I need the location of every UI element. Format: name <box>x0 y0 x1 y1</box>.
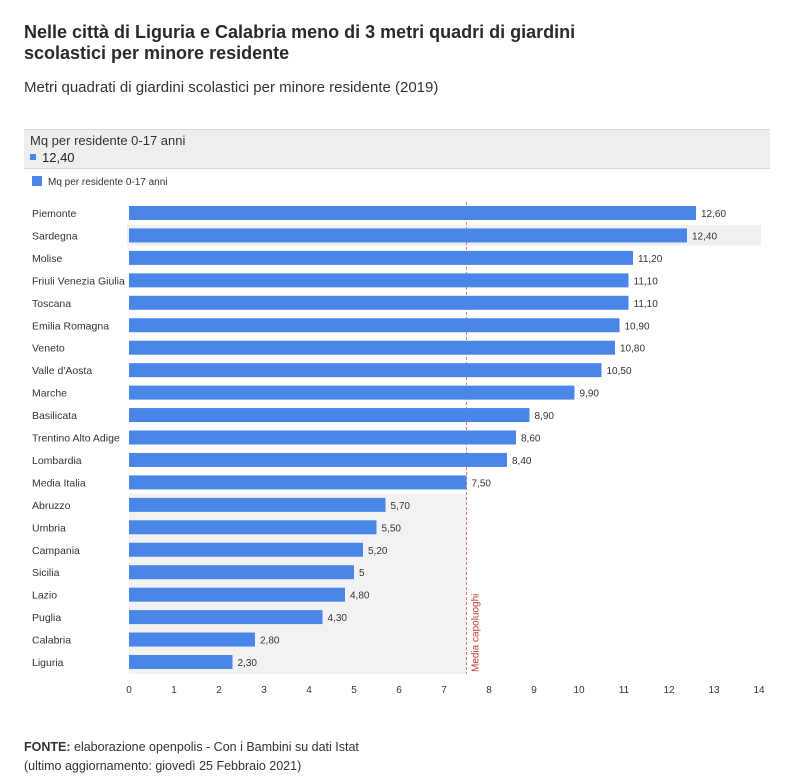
bar <box>129 273 629 288</box>
bar <box>129 632 255 647</box>
x-tick-label: 2 <box>216 685 222 696</box>
category-label: Lazio <box>32 590 57 602</box>
x-tick-label: 9 <box>531 685 537 696</box>
bar <box>129 565 354 580</box>
category-label: Molise <box>32 253 63 265</box>
hover-tooltip: Mq per residente 0-17 anni 12,40 <box>24 129 770 169</box>
x-tick-label: 11 <box>619 685 630 696</box>
category-label: Campania <box>32 545 80 557</box>
bar-value-label: 7,50 <box>472 478 492 489</box>
bar <box>129 610 323 625</box>
bar <box>129 430 516 445</box>
bar-value-label: 12,40 <box>692 231 717 242</box>
x-tick-label: 1 <box>171 685 177 696</box>
bar <box>129 655 233 669</box>
category-label: Toscana <box>32 298 71 310</box>
bar-value-label: 11,10 <box>634 299 659 310</box>
bar-value-label: 8,60 <box>521 434 541 445</box>
x-tick-label: 0 <box>126 685 132 696</box>
bar-value-label: 9,90 <box>580 389 600 400</box>
source-updated: (ultimo aggiornamento: giovedì 25 Febbra… <box>24 759 302 773</box>
category-label: Trentino Alto Adige <box>32 433 120 445</box>
reference-line-label: Media capoluoghi <box>471 594 482 672</box>
bar <box>129 408 530 423</box>
category-label: Valle d'Aosta <box>32 365 92 377</box>
category-label: Liguria <box>32 657 64 669</box>
category-label: Sicilia <box>32 567 60 579</box>
category-label: Media Italia <box>32 477 86 489</box>
category-label: Emilia Romagna <box>32 320 109 332</box>
category-label: Piemonte <box>32 208 77 220</box>
bar <box>129 520 377 535</box>
x-tick-label: 12 <box>663 685 675 696</box>
category-label: Veneto <box>32 343 65 355</box>
x-tick-label: 8 <box>486 685 492 696</box>
legend-label: Mq per residente 0-17 anni <box>48 177 168 188</box>
bar <box>129 340 615 355</box>
bar <box>129 318 620 333</box>
bar-value-label: 10,50 <box>607 366 632 377</box>
bar <box>129 542 363 557</box>
category-label: Calabria <box>32 635 71 647</box>
chart-subtitle: Metri quadrati di giardini scolastici pe… <box>24 79 439 96</box>
bar <box>129 385 575 400</box>
category-label: Abruzzo <box>32 500 71 512</box>
tooltip-series-label: Mq per residente 0-17 anni <box>30 133 186 148</box>
chart-legend[interactable]: Mq per residente 0-17 anni <box>32 176 168 188</box>
tooltip-series-marker <box>30 154 36 160</box>
bar-value-label: 11,20 <box>638 254 663 265</box>
bar <box>129 497 386 512</box>
bar <box>129 206 696 220</box>
bar <box>129 587 345 602</box>
bar-value-label: 12,60 <box>701 209 726 220</box>
bar <box>129 363 602 378</box>
x-tick-label: 14 <box>753 685 765 696</box>
x-tick-label: 5 <box>351 685 357 696</box>
category-label: Puglia <box>32 612 61 624</box>
x-tick-label: 13 <box>708 685 720 696</box>
chart-title: Nelle città di Liguria e Calabria meno d… <box>24 22 576 63</box>
x-tick-label: 7 <box>441 685 447 696</box>
category-label: Marche <box>32 388 67 400</box>
category-label: Friuli Venezia Giulia <box>32 275 125 287</box>
x-tick-label: 3 <box>261 685 267 696</box>
bar <box>129 475 467 490</box>
category-label: Sardegna <box>32 230 78 242</box>
bar-value-label: 5,50 <box>382 523 402 534</box>
bar-value-label: 5 <box>359 568 365 579</box>
x-tick-label: 10 <box>573 685 585 696</box>
bar-value-label: 4,80 <box>350 591 370 602</box>
legend-swatch <box>32 176 42 186</box>
bar-value-label: 4,30 <box>328 613 348 624</box>
source-prefix: FONTE: <box>24 740 71 754</box>
source-note: FONTE: elaborazione openpolis - Con i Ba… <box>24 738 359 776</box>
bar-value-label: 5,70 <box>391 501 411 512</box>
bar-value-label: 2,80 <box>260 636 280 647</box>
bar-value-label: 8,90 <box>535 411 555 422</box>
bar-value-label: 2,30 <box>238 658 258 669</box>
bar <box>129 295 629 310</box>
source-text: elaborazione openpolis - Con i Bambini s… <box>70 740 359 754</box>
bar-value-label: 10,90 <box>625 321 650 332</box>
bar-value-label: 5,20 <box>368 546 388 557</box>
bar <box>129 250 633 265</box>
bar-value-label: 11,10 <box>634 276 659 287</box>
category-label: Basilicata <box>32 410 77 422</box>
x-tick-label: 4 <box>306 685 312 696</box>
category-label: Lombardia <box>32 455 82 467</box>
bar <box>129 452 507 467</box>
bar-value-label: 10,80 <box>620 344 645 355</box>
bar <box>129 228 687 243</box>
tooltip-value: 12,40 <box>42 150 75 165</box>
bar-value-label: 8,40 <box>512 456 532 467</box>
x-tick-label: 6 <box>396 685 402 696</box>
category-label: Umbria <box>32 522 66 534</box>
